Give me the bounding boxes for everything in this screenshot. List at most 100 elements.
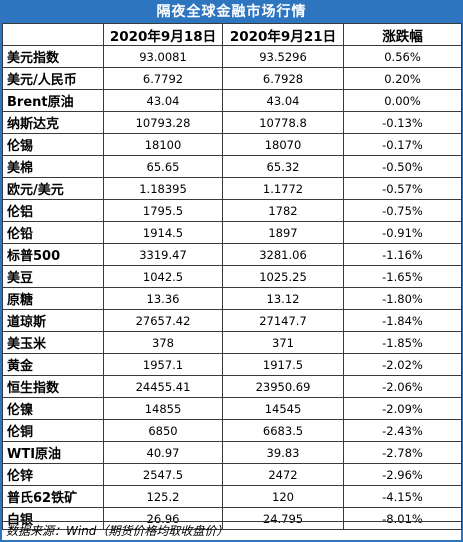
row-name-cell: 伦锌 (2, 463, 104, 486)
row-value-sep18-cell: 2547.5 (103, 463, 223, 486)
table-row: 伦锡 18100 18070 -0.17% (2, 133, 462, 156)
row-name-cell: 美豆 (2, 265, 104, 288)
row-name-cell: 标普500 (2, 243, 104, 266)
row-change-cell: -0.75% (343, 199, 462, 222)
row-name-cell: 原糖 (2, 287, 104, 310)
row-value-sep18-cell: 14855 (103, 397, 223, 420)
row-change-cell: -0.50% (343, 155, 462, 178)
table-row: 伦铝 1795.5 1782 -0.75% (2, 199, 462, 222)
row-value-sep21-cell: 27147.7 (222, 309, 344, 332)
row-change-cell: -2.06% (343, 375, 462, 398)
row-name-cell: 美玉米 (2, 331, 104, 354)
row-change-cell: -2.09% (343, 397, 462, 420)
table-row: 伦铜 6850 6683.5 -2.43% (2, 419, 462, 442)
row-name-cell: 美棉 (2, 155, 104, 178)
row-value-sep18-cell: 1.18395 (103, 177, 223, 200)
row-value-sep18-cell: 125.2 (103, 485, 223, 508)
row-change-cell: -1.84% (343, 309, 462, 332)
row-value-sep21-cell: 6683.5 (222, 419, 344, 442)
row-value-sep18-cell: 378 (103, 331, 223, 354)
header-name (2, 23, 104, 46)
row-value-sep18-cell: 93.0081 (103, 45, 223, 68)
row-name-cell: Brent原油 (2, 89, 104, 112)
row-name-cell: 道琼斯 (2, 309, 104, 332)
row-value-sep21-cell: 65.32 (222, 155, 344, 178)
table-row: 恒生指数 24455.41 23950.69 -2.06% (2, 375, 462, 398)
row-change-cell: -1.16% (343, 243, 462, 266)
row-change-cell: 0.20% (343, 67, 462, 90)
row-value-sep18-cell: 27657.42 (103, 309, 223, 332)
row-name-cell: 伦铅 (2, 221, 104, 244)
row-value-sep18-cell: 1042.5 (103, 265, 223, 288)
row-name-cell: 白银 (2, 507, 104, 530)
header-date-1: 2020年9月18日 (103, 23, 223, 46)
row-value-sep21-cell: 14545 (222, 397, 344, 420)
row-change-cell: -4.15% (343, 485, 462, 508)
header-row: 2020年9月18日 2020年9月21日 涨跌幅 (2, 23, 462, 46)
row-value-sep21-cell: 1897 (222, 221, 344, 244)
row-name-cell: 恒生指数 (2, 375, 104, 398)
row-value-sep18-cell: 24455.41 (103, 375, 223, 398)
row-value-sep21-cell: 93.5296 (222, 45, 344, 68)
table-row: 美棉 65.65 65.32 -0.50% (2, 155, 462, 178)
row-value-sep18-cell: 40.97 (103, 441, 223, 464)
row-value-sep18-cell: 43.04 (103, 89, 223, 112)
row-value-sep21-cell: 1.1772 (222, 177, 344, 200)
row-name-cell: 美元指数 (2, 45, 104, 68)
row-name-cell: 美元/人民币 (2, 67, 104, 90)
row-name-cell: 欧元/美元 (2, 177, 104, 200)
row-value-sep21-cell: 371 (222, 331, 344, 354)
table-row: 白银 26.96 24.795 -8.01% (2, 507, 462, 530)
table-row: 美玉米 378 371 -1.85% (2, 331, 462, 354)
row-value-sep21-cell: 24.795 (222, 507, 344, 530)
row-change-cell: -0.91% (343, 221, 462, 244)
row-change-cell: -2.78% (343, 441, 462, 464)
row-value-sep21-cell: 13.12 (222, 287, 344, 310)
row-change-cell: -0.17% (343, 133, 462, 156)
row-name-cell: WTI原油 (2, 441, 104, 464)
row-value-sep18-cell: 65.65 (103, 155, 223, 178)
table-row: 伦镍 14855 14545 -2.09% (2, 397, 462, 420)
row-value-sep18-cell: 6850 (103, 419, 223, 442)
market-table: 2020年9月18日 2020年9月21日 涨跌幅 美元指数 93.0081 93.… (2, 23, 462, 530)
table-row: 美元/人民币 6.7792 6.7928 0.20% (2, 67, 462, 90)
table-row: 标普500 3319.47 3281.06 -1.16% (2, 243, 462, 266)
row-name-cell: 伦铝 (2, 199, 104, 222)
row-name-cell: 普氏62铁矿 (2, 485, 104, 508)
row-change-cell: -2.02% (343, 353, 462, 376)
row-value-sep21-cell: 120 (222, 485, 344, 508)
row-name-cell: 纳斯达克 (2, 111, 104, 134)
table-row: 普氏62铁矿 125.2 120 -4.15% (2, 485, 462, 508)
row-value-sep18-cell: 1795.5 (103, 199, 223, 222)
header-change: 涨跌幅 (343, 23, 462, 46)
table-row: 伦锌 2547.5 2472 -2.96% (2, 463, 462, 486)
table-row: 道琼斯 27657.42 27147.7 -1.84% (2, 309, 462, 332)
row-change-cell: -0.57% (343, 177, 462, 200)
table-row: 纳斯达克 10793.28 10778.8 -0.13% (2, 111, 462, 134)
row-change-cell: 0.00% (343, 89, 462, 112)
table-row: 欧元/美元 1.18395 1.1772 -0.57% (2, 177, 462, 200)
row-change-cell: -1.80% (343, 287, 462, 310)
row-change-cell: 0.56% (343, 45, 462, 68)
table-row: Brent原油 43.04 43.04 0.00% (2, 89, 462, 112)
row-value-sep18-cell: 1914.5 (103, 221, 223, 244)
row-value-sep21-cell: 23950.69 (222, 375, 344, 398)
row-value-sep18-cell: 3319.47 (103, 243, 223, 266)
row-change-cell: -1.65% (343, 265, 462, 288)
row-change-cell: -2.43% (343, 419, 462, 442)
row-change-cell: -2.96% (343, 463, 462, 486)
table-row: WTI原油 40.97 39.83 -2.78% (2, 441, 462, 464)
source-note: 数据来源：Wind（期货价格均取收盘价） (2, 521, 461, 540)
row-name-cell: 伦铜 (2, 419, 104, 442)
row-value-sep18-cell: 18100 (103, 133, 223, 156)
row-change-cell: -0.13% (343, 111, 462, 134)
table-row: 美元指数 93.0081 93.5296 0.56% (2, 45, 462, 68)
table-row: 黄金 1957.1 1917.5 -2.02% (2, 353, 462, 376)
row-change-cell: -1.85% (343, 331, 462, 354)
row-name-cell: 伦锡 (2, 133, 104, 156)
table-row: 原糖 13.36 13.12 -1.80% (2, 287, 462, 310)
row-value-sep21-cell: 3281.06 (222, 243, 344, 266)
row-value-sep18-cell: 13.36 (103, 287, 223, 310)
row-value-sep18-cell: 6.7792 (103, 67, 223, 90)
row-change-cell: -8.01% (343, 507, 462, 530)
